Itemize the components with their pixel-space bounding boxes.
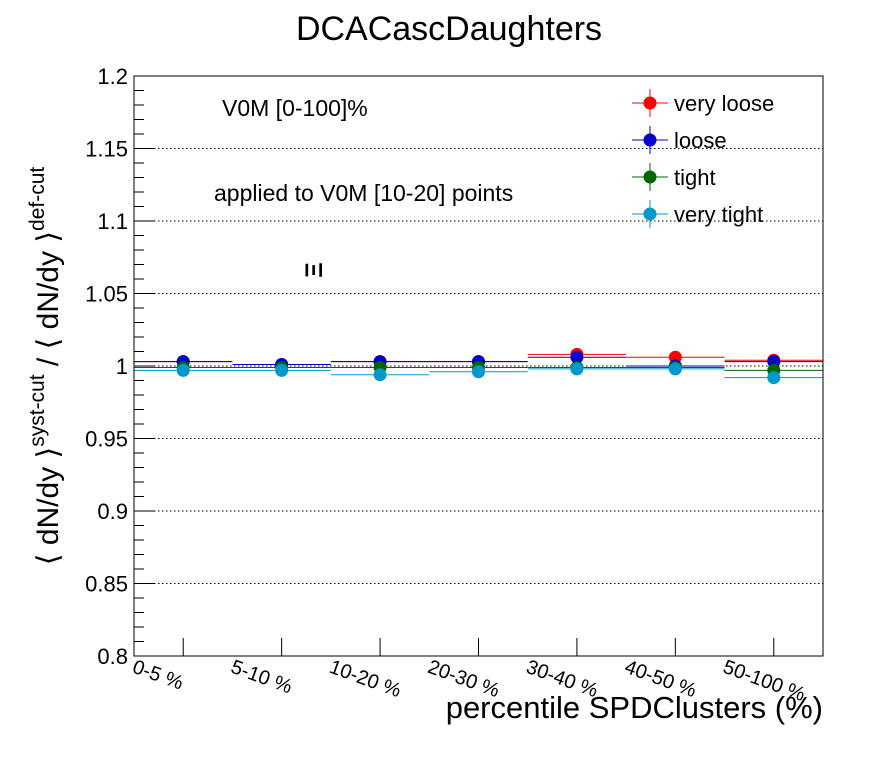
x-axis-label: percentile SPDClusters (%)	[446, 690, 823, 725]
y-axis: 0.8 0.85 0.9 0.95 1 1.05 1.1 1.15 1.2	[85, 64, 154, 669]
data-point	[570, 362, 584, 376]
y-axis-label-sup2: def-cut	[26, 167, 49, 231]
legend-marker	[643, 133, 657, 147]
x-tick-label: 10-20 %	[326, 656, 404, 702]
data-point	[668, 362, 682, 376]
data-series	[134, 347, 823, 385]
legend-label: very loose	[674, 91, 774, 116]
data-point	[176, 363, 190, 377]
data-point	[373, 368, 387, 382]
y-axis-label-mid: / ⟨ dN/dy ⟩	[32, 231, 65, 374]
data-point	[275, 363, 289, 377]
data-point	[570, 350, 584, 364]
legend-entry: very loose	[632, 89, 774, 117]
legend-label: very tight	[674, 202, 763, 227]
legend-label: tight	[674, 165, 716, 190]
data-point	[767, 371, 781, 385]
x-tick-label: 0-5 %	[130, 656, 187, 695]
y-tick-label: 0.95	[85, 427, 128, 452]
annotation-v0m-range: V0M [0-100]%	[222, 95, 368, 121]
annotation-particle: Ξ	[301, 262, 328, 277]
series-very-tight	[134, 362, 823, 385]
legend-marker	[643, 96, 657, 110]
y-tick-label: 1.2	[97, 64, 128, 89]
legend-entry: tight	[632, 163, 716, 191]
y-tick-label: 0.8	[97, 644, 128, 669]
legend-label: loose	[674, 128, 727, 153]
y-axis-label: ⟨ dN/dy ⟩syst-cut / ⟨ dN/dy ⟩def-cut	[26, 167, 65, 566]
chart-title: DCACascDaughters	[296, 10, 602, 48]
y-tick-label: 1.05	[85, 282, 128, 307]
y-tick-label: 1.1	[97, 209, 128, 234]
legend-entry: very tight	[632, 200, 763, 228]
annotation-applied-to: applied to V0M [10-20] points	[214, 180, 513, 206]
y-axis-label-sup1: syst-cut	[26, 374, 49, 447]
y-tick-label: 0.85	[85, 572, 128, 597]
data-point	[472, 365, 485, 379]
legend-entry: loose	[632, 126, 727, 154]
y-tick-label: 1.15	[85, 137, 128, 162]
y-tick-label: 0.9	[97, 499, 128, 524]
y-tick-label: 1	[116, 354, 128, 379]
legend: very loose loose tight very tight	[632, 89, 774, 228]
legend-marker	[643, 207, 657, 221]
x-tick-label: 5-10 %	[228, 656, 295, 698]
y-axis-label-main: ⟨ dN/dy ⟩	[32, 447, 65, 565]
legend-marker	[643, 170, 657, 184]
